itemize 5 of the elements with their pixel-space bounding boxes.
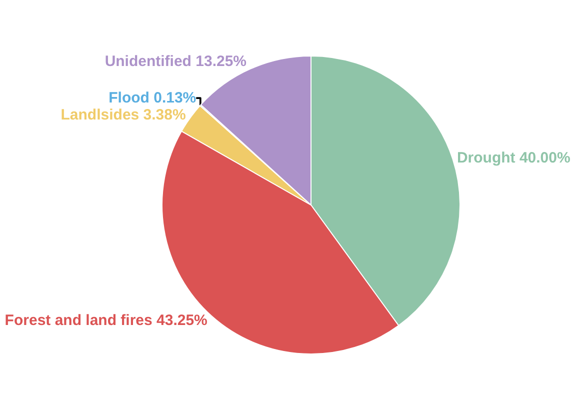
slice-label: Landlsides 3.38% xyxy=(60,106,186,124)
slice-label: Flood 0.13% xyxy=(108,90,196,107)
slice-label: Unidentified 13.25% xyxy=(104,53,247,70)
slice-label: Forest and land fires 43.25% xyxy=(4,312,208,330)
slice-label: Drought 40.00% xyxy=(456,150,570,167)
